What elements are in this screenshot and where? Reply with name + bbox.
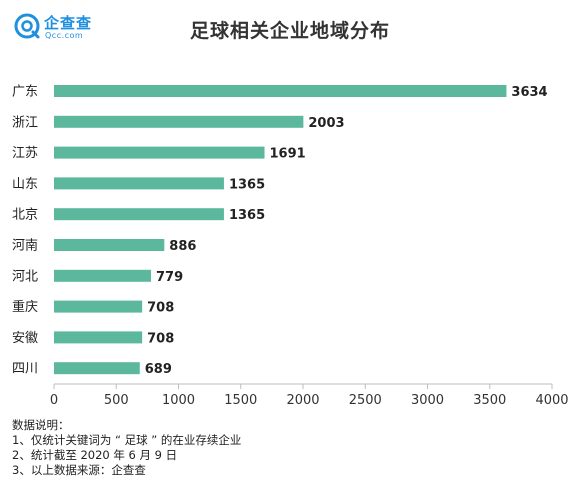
bar — [54, 115, 304, 128]
data-label: 886 — [169, 239, 196, 254]
brand-name: 企查查 — [44, 14, 93, 32]
bar — [54, 208, 224, 221]
category-label: 广东 — [12, 85, 38, 100]
x-tick-label: 1000 — [162, 393, 195, 408]
brand-logo: 企查查 Qcc.com — [14, 12, 104, 44]
data-notes: 数据说明： 1、仅统计关键词为 “ 足球 ” 的在业存续企业 2、统计截至 20… — [12, 418, 241, 478]
x-tick-label: 1500 — [224, 393, 257, 408]
x-tick-label: 2500 — [349, 393, 382, 408]
category-label: 河南 — [12, 238, 38, 254]
data-label: 689 — [145, 362, 172, 377]
data-label: 1365 — [229, 177, 265, 192]
x-tick-label: 3500 — [473, 393, 506, 408]
chart-title: 足球相关企业地域分布 — [189, 20, 390, 42]
data-label: 708 — [147, 331, 174, 346]
notes-line: 3、以上数据来源：企查查 — [12, 463, 146, 477]
data-label: 2003 — [308, 116, 344, 131]
data-label: 1365 — [229, 208, 265, 223]
x-tick-label: 0 — [50, 393, 58, 408]
bar — [54, 177, 224, 190]
bar — [54, 269, 151, 282]
bar — [54, 85, 507, 97]
bar — [54, 239, 165, 251]
category-label: 河北 — [12, 269, 38, 284]
x-tick-label: 500 — [104, 393, 129, 408]
qcc-logo-icon — [14, 13, 40, 39]
x-tick-label: 3000 — [411, 393, 444, 408]
data-label: 708 — [147, 301, 174, 316]
category-label: 江苏 — [12, 145, 38, 161]
data-label: 1691 — [270, 147, 306, 162]
data-label: 3634 — [511, 85, 547, 100]
notes-heading: 数据说明： — [12, 418, 70, 432]
brand-url: Qcc.com — [45, 31, 84, 40]
category-label: 浙江 — [12, 115, 38, 130]
category-label: 北京 — [12, 208, 38, 223]
bar — [54, 300, 143, 313]
category-label: 重庆 — [12, 299, 38, 315]
category-label: 四川 — [12, 362, 38, 377]
data-label: 779 — [156, 270, 183, 285]
notes-line: 2、统计截至 2020 年 6 月 9 日 — [12, 448, 178, 462]
x-tick-label: 2000 — [286, 393, 319, 408]
category-label: 安徽 — [12, 331, 38, 346]
bar — [54, 362, 140, 375]
category-label: 山东 — [12, 177, 38, 192]
x-tick-label: 4000 — [535, 393, 568, 408]
notes-line: 1、仅统计关键词为 “ 足球 ” 的在业存续企业 — [12, 433, 242, 447]
bar — [54, 146, 265, 159]
bar — [54, 331, 143, 344]
